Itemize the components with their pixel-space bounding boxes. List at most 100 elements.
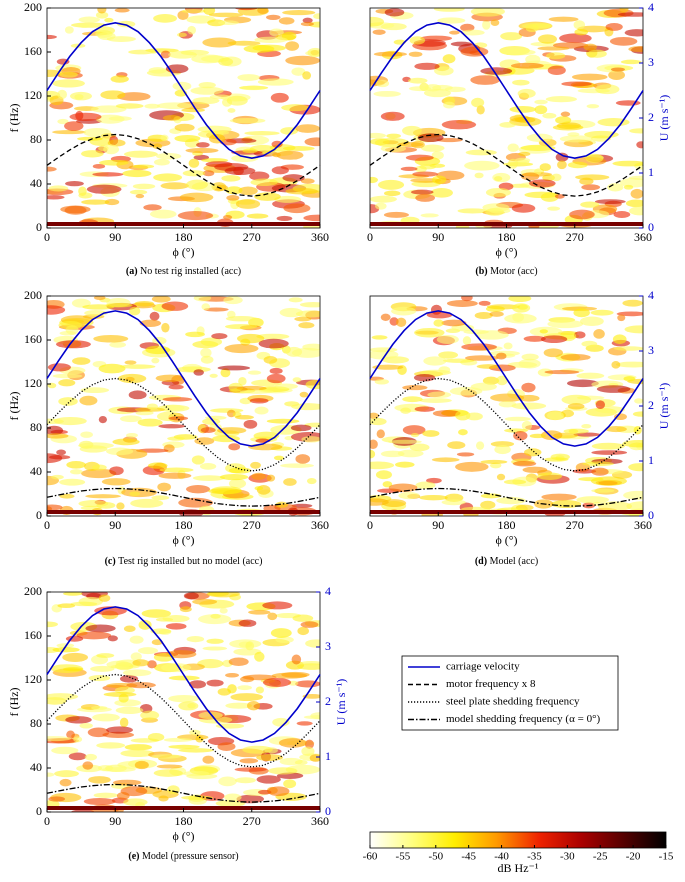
spectrogram-cell <box>275 501 289 508</box>
spectrogram-cell <box>465 412 483 421</box>
spectrogram-cell <box>78 192 93 199</box>
spectrogram-cell <box>78 16 100 23</box>
y-tick-label: 200 <box>24 288 42 302</box>
spectrogram-cell <box>371 335 388 340</box>
spectrogram-cell <box>426 311 453 319</box>
spectrogram-cell <box>162 114 181 121</box>
y2-tick-label: 2 <box>648 110 654 124</box>
spectrogram-cell <box>255 686 264 694</box>
spectrogram-cell <box>595 400 606 410</box>
spectrogram-cell <box>521 353 539 361</box>
spectrogram-cell <box>402 385 428 391</box>
spectrogram-cell <box>86 184 122 194</box>
spectrogram-cell <box>276 215 293 222</box>
spectrogram-cell <box>370 449 376 459</box>
spectrogram-cell <box>525 24 539 33</box>
x-tick-label: 180 <box>498 230 516 244</box>
spectrogram-cell <box>547 206 561 211</box>
spectrogram-cell <box>567 403 585 410</box>
spectrogram-cell <box>587 49 607 58</box>
spectrogram-cell <box>179 192 214 203</box>
spectrogram-cell <box>503 342 513 350</box>
spectrogram-cell <box>161 322 170 333</box>
spectrogram-cell <box>248 443 283 451</box>
spectrogram-cell <box>521 172 540 181</box>
spectrogram-cell <box>226 95 248 106</box>
spectrogram-cell <box>52 647 80 653</box>
spectrogram-cell <box>274 383 298 390</box>
spectrogram-cell <box>628 175 643 180</box>
spectrogram-cell <box>156 102 192 110</box>
spectrogram-cell <box>236 385 267 391</box>
spectrogram-cell <box>617 314 626 322</box>
spectrogram-cell <box>309 754 320 762</box>
spectrogram-cell <box>303 214 320 222</box>
colorbar-tick-label: -60 <box>363 851 378 863</box>
legend-label: motor frequency x 8 <box>446 678 536 690</box>
spectrogram-cell <box>250 178 278 187</box>
spectrogram-cell <box>87 727 110 738</box>
spectrogram-cell <box>411 140 425 149</box>
spectrogram-cell <box>496 375 508 386</box>
spectrogram-cell <box>605 426 627 433</box>
spectrogram-cell <box>632 411 643 417</box>
spectrogram-cell <box>619 8 629 13</box>
y2-tick-label: 0 <box>325 804 331 818</box>
spectrogram-cell <box>292 377 302 383</box>
spectrogram-cell <box>191 455 205 465</box>
spectrogram-cell <box>485 187 511 198</box>
spectrogram-cell <box>126 682 156 689</box>
spectrogram-cell <box>47 504 63 511</box>
spectrogram-cell <box>396 317 407 327</box>
spectrogram-texture <box>47 592 320 812</box>
spectrogram-cell <box>73 736 83 743</box>
spectrogram-cell <box>380 145 407 153</box>
spectrogram-cell <box>83 127 111 137</box>
series-line <box>46 133 321 197</box>
x-tick-label: 0 <box>367 230 373 244</box>
spectrogram-cell <box>47 425 64 436</box>
spectrogram-cell <box>63 592 83 596</box>
x-axis-label: ϕ (°) <box>172 533 194 547</box>
spectrogram-cell <box>237 685 252 691</box>
spectrogram-cell <box>202 755 215 764</box>
spectrogram-cell <box>370 439 378 449</box>
x-tick-label: 0 <box>367 518 373 532</box>
spectrogram-cell <box>470 8 505 17</box>
spectrogram-cell <box>574 28 588 36</box>
spectrogram-cell <box>165 623 187 630</box>
spectrogram-cell <box>191 54 225 64</box>
spectrogram-cell <box>636 141 643 149</box>
legend: carriage velocity motor frequency x 8 stee… <box>401 655 619 731</box>
spectrogram-cell <box>383 211 409 218</box>
spectrogram-cell <box>247 370 262 375</box>
y-tick-label: 200 <box>24 584 42 598</box>
spectrogram-cell <box>168 384 184 390</box>
spectrogram-cell <box>478 300 491 306</box>
series-line <box>46 783 321 803</box>
spectrogram-cell <box>419 164 436 170</box>
y2-axis-label: U (m s⁻¹) <box>334 679 348 726</box>
spectrogram-cell <box>228 478 247 489</box>
spectrogram-cell <box>282 146 315 151</box>
spectrogram-cell <box>578 477 604 482</box>
spectrogram-cell <box>534 99 548 105</box>
spectrogram-cell <box>474 330 509 340</box>
y2-axis-label: U (m s⁻¹) <box>657 383 671 430</box>
x-tick-label: 360 <box>634 230 652 244</box>
spectrogram-cell <box>65 180 84 187</box>
spectrogram-cell <box>544 369 580 375</box>
spectrogram-cell <box>593 329 605 339</box>
spectrogram-cell <box>476 105 485 115</box>
spectrogram-cell <box>163 737 193 742</box>
spectrogram-cell <box>64 26 74 34</box>
spectrogram-cell <box>596 385 631 393</box>
spectrogram-cell <box>285 55 320 66</box>
x-tick-label: 0 <box>44 518 50 532</box>
spectrogram-cell <box>48 185 69 192</box>
spectrogram-cell <box>249 171 270 181</box>
spectrogram-cell <box>560 409 575 418</box>
spectrogram-cell <box>517 88 536 99</box>
spectrogram-cell <box>559 135 593 143</box>
spectrogram-cell <box>447 441 466 449</box>
